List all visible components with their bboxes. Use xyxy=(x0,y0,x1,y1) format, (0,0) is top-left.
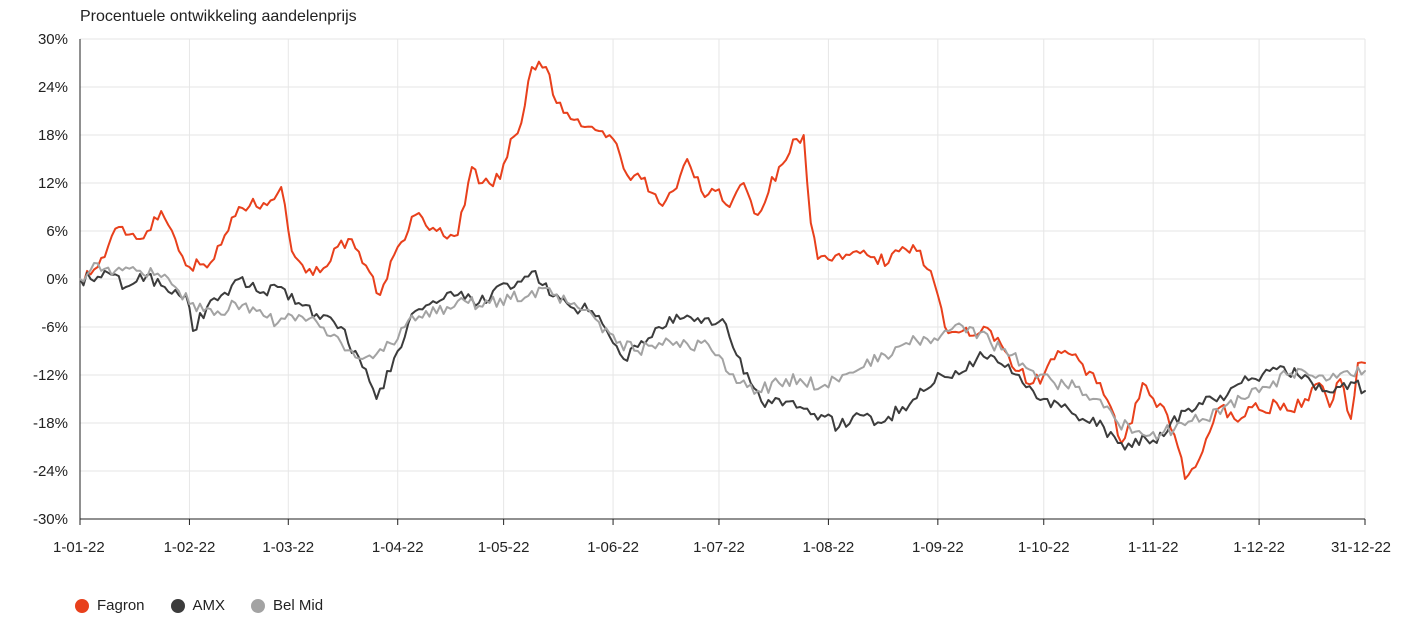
grid-lines xyxy=(79,38,1366,520)
legend-swatch-fagron xyxy=(75,598,89,613)
x-tick-label: 1-08-22 xyxy=(803,539,855,556)
legend-item-belmid[interactable]: Bel Mid xyxy=(251,597,323,614)
y-axis-label: Procentuele ontwikkeling aandelenprijs xyxy=(80,8,357,25)
x-tick-label: 1-06-22 xyxy=(587,539,639,556)
y-tick-label: -18% xyxy=(33,415,68,432)
x-axis-ticks: 1-01-22 1-02-22 1-03-22 1-04-22 1-05-22 1-06-… xyxy=(53,519,1391,556)
x-tick-label: 1-03-22 xyxy=(262,539,314,556)
x-tick-label: 1-05-22 xyxy=(478,539,530,556)
series-lines xyxy=(79,60,1366,480)
x-tick-label: 1-02-22 xyxy=(164,539,216,556)
legend-label-amx: AMX xyxy=(192,597,226,614)
legend-label-belmid: Bel Mid xyxy=(273,597,324,614)
x-tick-label: 1-09-22 xyxy=(912,539,964,556)
x-tick-label: 1-11-22 xyxy=(1128,539,1179,556)
legend: Fagron AMX Bel Mid xyxy=(75,597,323,614)
legend-label-fagron: Fagron xyxy=(97,597,145,614)
x-tick-label: 1-01-22 xyxy=(53,539,105,556)
y-tick-label: 12% xyxy=(38,175,68,192)
series-line-bel-mid xyxy=(79,262,1366,441)
y-tick-label: -6% xyxy=(41,319,68,336)
legend-item-amx[interactable]: AMX xyxy=(170,597,226,614)
legend-swatch-belmid xyxy=(251,598,266,613)
x-tick-label: 1-12-22 xyxy=(1233,539,1285,556)
legend-item-fagron[interactable]: Fagron xyxy=(75,597,145,614)
y-tick-label: -30% xyxy=(33,511,68,528)
series-line-fagron xyxy=(79,60,1366,480)
y-tick-label: -24% xyxy=(33,463,68,480)
y-tick-label: -12% xyxy=(33,367,68,384)
y-tick-label: 18% xyxy=(38,127,68,144)
legend-swatch-amx xyxy=(170,598,185,613)
y-tick-label: 6% xyxy=(46,223,68,240)
x-tick-label: 1-10-22 xyxy=(1018,539,1070,556)
y-tick-label: 0% xyxy=(46,271,68,288)
y-tick-label: 30% xyxy=(38,31,68,48)
y-tick-label: 24% xyxy=(38,79,68,96)
x-tick-label: 31-12-22 xyxy=(1331,539,1391,556)
series-line-amx xyxy=(79,269,1366,451)
x-tick-label: 1-04-22 xyxy=(372,539,424,556)
x-tick-label: 1-07-22 xyxy=(693,539,745,556)
y-axis-ticks: -30% -24% -18% -12% -6% 0% 6% 12% 18% 24% 30% xyxy=(33,31,68,528)
